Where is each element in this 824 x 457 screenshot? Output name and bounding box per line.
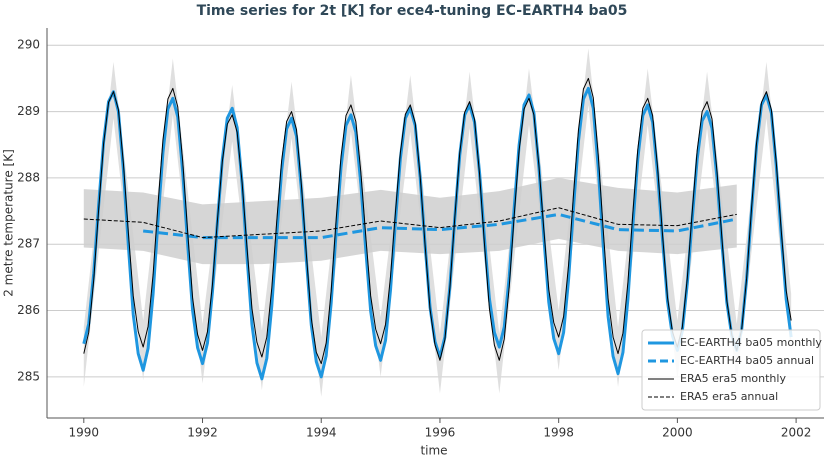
legend-label: ERA5 era5 annual bbox=[680, 390, 778, 403]
line bbox=[142, 212, 738, 240]
y-tick-label: 290 bbox=[17, 38, 40, 52]
y-tick-label: 285 bbox=[17, 369, 40, 383]
legend-label: EC-EARTH4 ba05 annual bbox=[680, 354, 814, 367]
legend-label: EC-EARTH4 ba05 monthly bbox=[680, 336, 822, 349]
x-tick-label: 1998 bbox=[543, 426, 574, 440]
x-tick-label: 1996 bbox=[425, 426, 456, 440]
x-tick-label: 2002 bbox=[781, 426, 812, 440]
band bbox=[83, 48, 792, 397]
y-tick-label: 289 bbox=[17, 104, 40, 118]
line bbox=[83, 207, 737, 239]
y-tick-label: 286 bbox=[17, 303, 40, 317]
legend-label: ERA5 era5 monthly bbox=[680, 372, 786, 385]
x-axis-label: time bbox=[420, 444, 447, 457]
x-tick-label: 1994 bbox=[306, 426, 337, 440]
x-tick-label: 1992 bbox=[187, 426, 218, 440]
y-tick-label: 288 bbox=[17, 170, 40, 184]
legend: EC-EARTH4 ba05 monthly EC-EARTH4 ba05 ann… bbox=[641, 329, 822, 411]
chart-title: Time series for 2t [K] for ece4-tuning E… bbox=[197, 3, 628, 19]
y-tick-label: 287 bbox=[17, 237, 40, 251]
y-axis-label: 2 metre temperature [K] bbox=[2, 149, 16, 297]
x-tick-label: 1990 bbox=[69, 426, 100, 440]
x-tick-label: 2000 bbox=[662, 426, 693, 440]
legend-box bbox=[641, 329, 821, 411]
